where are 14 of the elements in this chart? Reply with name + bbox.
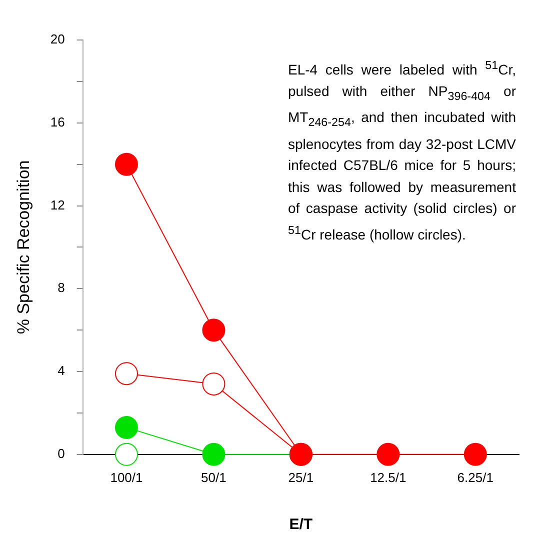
y-tick-label: 8 bbox=[58, 280, 65, 296]
y-tick-label: 20 bbox=[50, 32, 65, 47]
y-tick-label: 12 bbox=[50, 197, 65, 212]
x-tick-label: 100/1 bbox=[110, 470, 143, 485]
text: EL-4 cells were labeled with $^{51}$Cr, pulsed with either NP$_{396-404}$ or MT$_{246-254}$, and then incubated with splenocytes from day 32-post LCMV infected C57BL/6 mice for 5 hours; this was followed by measurement of caspase activity (solid circles) or $^{51}$Cr release (hollow circles). bbox=[288, 59, 516, 242]
y-axis-title: % Specific Recognition bbox=[14, 160, 33, 334]
y-tick-label: 16 bbox=[50, 114, 65, 130]
x-axis-title: E/T bbox=[289, 516, 313, 534]
x-tick-label: 25/1 bbox=[288, 470, 314, 485]
x-tick-label: 12.5/1 bbox=[370, 470, 406, 485]
x-tick-label: 6.25/1 bbox=[457, 470, 494, 485]
y-tick-label: 4 bbox=[58, 363, 65, 378]
x-tick-label: 50/1 bbox=[201, 470, 226, 485]
y-tick-label: 0 bbox=[58, 446, 65, 461]
